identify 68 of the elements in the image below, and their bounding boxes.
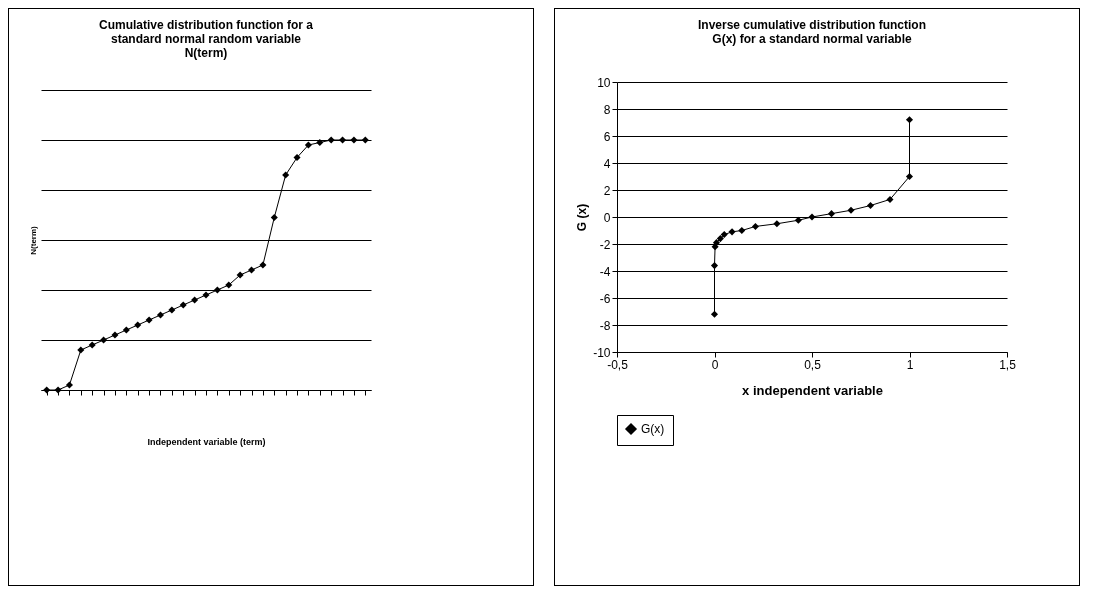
point: [712, 239, 720, 247]
y-tick-label: -4: [599, 264, 611, 279]
y-axis-title: G (x): [575, 203, 590, 232]
point: [808, 213, 816, 221]
x-tick-label: -0,5: [607, 357, 629, 372]
point: [905, 116, 914, 124]
point: [88, 341, 96, 349]
point: [304, 141, 312, 149]
y-tick-label: -10: [593, 345, 611, 360]
point: [247, 266, 256, 274]
point: [179, 301, 187, 309]
point: [728, 228, 736, 236]
point: [866, 201, 875, 210]
point: [100, 336, 108, 344]
point: [847, 206, 855, 214]
y-tick-label: 2: [603, 183, 611, 198]
point: [905, 172, 914, 181]
point: [65, 381, 73, 389]
point: [145, 316, 153, 324]
point: [361, 136, 369, 144]
y-tick-label: 6: [603, 129, 611, 144]
point: [270, 213, 278, 222]
point: [773, 220, 781, 228]
y-tick-label: -2: [599, 237, 611, 252]
x-tick-label: 0,5: [804, 357, 822, 372]
point: [716, 235, 724, 243]
y-tick-label: 0: [603, 210, 611, 225]
point: [225, 281, 233, 289]
y-tick-label: -6: [599, 291, 611, 306]
x-tick-label: 1: [906, 357, 914, 372]
point: [339, 136, 347, 144]
point: [191, 296, 199, 304]
point: [293, 153, 301, 162]
point: [710, 310, 719, 318]
point: [794, 216, 802, 224]
point: [827, 210, 836, 218]
chart-title: Inverse cumulative distribution function G(x) for a standard normal variable: [697, 18, 927, 46]
point: [259, 261, 267, 269]
x-tick-label: 1,5: [999, 357, 1017, 372]
point: [327, 136, 335, 144]
y-axis-title: N(term): [28, 225, 38, 255]
point: [710, 262, 719, 270]
chart-title: Cumulative distribution function for a standard normal random variable N(term): [99, 18, 314, 60]
point: [111, 331, 119, 339]
point: [168, 306, 176, 314]
point: [886, 195, 894, 203]
point: [54, 386, 62, 394]
point: [751, 222, 759, 230]
point: [134, 321, 142, 329]
point: [720, 231, 728, 239]
x-axis-title: x independent variable: [742, 382, 883, 398]
point: [77, 346, 85, 354]
point: [122, 326, 130, 334]
point: [350, 136, 358, 144]
point: [236, 271, 244, 279]
point: [156, 311, 165, 319]
point: [316, 138, 324, 147]
y-tick-label: 4: [603, 156, 611, 171]
point: [738, 226, 746, 235]
y-tick-label: 10: [597, 75, 611, 90]
point: [213, 286, 221, 294]
y-tick-label: 8: [603, 102, 611, 117]
point: [282, 171, 290, 179]
y-tick-label: -8: [599, 318, 611, 333]
x-tick-label: 0: [711, 357, 719, 372]
point: [202, 291, 210, 299]
x-axis-title: Independent variable (term): [147, 436, 266, 447]
legend-label: G(x): [641, 422, 665, 436]
